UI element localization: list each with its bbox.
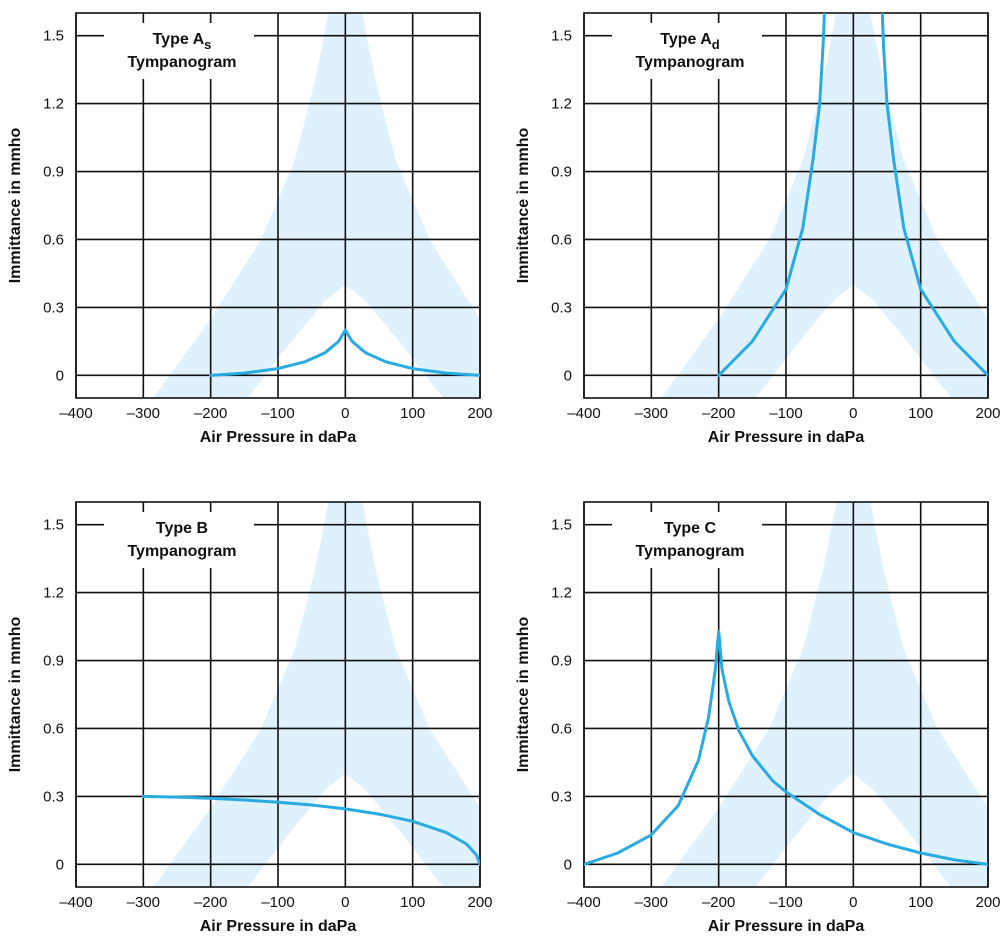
x-tick-label: –100: [769, 405, 802, 422]
panel-title-subscript: s: [204, 37, 211, 52]
y-tick-label: 0: [56, 367, 64, 384]
y-axis-label: Immittance in mmho: [515, 616, 532, 772]
y-tick-label: 0.3: [551, 299, 572, 316]
y-tick-label: 1.2: [43, 585, 64, 602]
x-axis-label: Air Pressure in daPa: [200, 918, 357, 935]
y-tick-label: 0: [564, 856, 572, 873]
title-background: [612, 512, 762, 568]
x-axis-label: Air Pressure in daPa: [200, 429, 357, 446]
plot-frame: [75, 12, 481, 399]
y-tick-label: 0.6: [43, 720, 64, 737]
panel-title-main: Type C: [664, 520, 717, 537]
panel-title-line1: Type Ad: [660, 31, 720, 52]
x-tick-label: –200: [702, 405, 735, 422]
y-tick-label: 1.5: [551, 28, 572, 45]
x-axis-label: Air Pressure in daPa: [708, 918, 865, 935]
panel-title-main: Type A: [660, 31, 712, 48]
x-tick-label: –300: [635, 894, 668, 911]
y-tick-label: 0.9: [551, 653, 572, 670]
y-axis-label: Immittance in mmho: [515, 127, 532, 283]
y-tick-label: 0.9: [551, 164, 572, 181]
y-tick-label: 1.5: [43, 517, 64, 534]
y-tick-label: 1.2: [551, 585, 572, 602]
panel-title-subscript: d: [712, 37, 720, 52]
y-tick-label: 0.3: [551, 788, 572, 805]
plot-frame: [75, 501, 481, 888]
x-tick-label: –400: [567, 405, 600, 422]
x-tick-label: 0: [341, 405, 349, 422]
y-tick-label: 1.2: [43, 96, 64, 113]
x-tick-label: 200: [975, 894, 1000, 911]
x-tick-label: 200: [467, 894, 492, 911]
x-tick-label: 100: [400, 894, 425, 911]
x-tick-label: 0: [849, 894, 857, 911]
tympanogram-curve: [717, 13, 826, 377]
panel-title-line2: Tympanogram: [127, 54, 236, 71]
panel-title-line1: Type C: [664, 520, 717, 537]
tympanogram-curve: [141, 794, 480, 866]
x-tick-label: 0: [341, 894, 349, 911]
plot-frame: [583, 12, 989, 399]
y-tick-label: 0.3: [43, 299, 64, 316]
panel-title-line2: Tympanogram: [635, 54, 744, 71]
normal-range-band: [153, 13, 480, 398]
x-axis-label: Air Pressure in daPa: [708, 429, 865, 446]
panel-title-line1: Type As: [153, 31, 212, 52]
x-tick-label: –400: [59, 405, 92, 422]
panel-title-line2: Tympanogram: [127, 543, 236, 560]
y-tick-label: 0.6: [551, 720, 572, 737]
chart-panel-2: –400 –300 –200 –100 0 100 200 1.5 1.2 0.9 0.6 0.3 0 A…: [515, 12, 1001, 446]
x-tick-label: 0: [849, 405, 857, 422]
y-tick-label: 0: [564, 367, 572, 384]
x-tick-label: –100: [769, 894, 802, 911]
y-tick-label: 0.9: [43, 653, 64, 670]
x-tick-label: –100: [261, 894, 294, 911]
y-tick-label: 0.3: [43, 788, 64, 805]
tympanogram-curve: [584, 629, 988, 866]
x-tick-label: 100: [908, 894, 933, 911]
x-tick-label: 100: [400, 405, 425, 422]
title-background: [104, 23, 254, 79]
x-tick-label: 100: [908, 405, 933, 422]
y-tick-label: 1.5: [551, 517, 572, 534]
panel-title-line1: Type B: [156, 520, 208, 537]
x-tick-label: –300: [127, 405, 160, 422]
x-tick-label: –300: [127, 894, 160, 911]
chart-panel-3: –400 –300 –200 –100 0 100 200 1.5 1.2 0.9 0.6 0.3 0 A…: [7, 501, 493, 935]
x-tick-label: –100: [261, 405, 294, 422]
x-tick-label: –200: [702, 894, 735, 911]
y-axis-label: Immittance in mmho: [7, 127, 24, 283]
x-tick-label: –200: [194, 894, 227, 911]
title-background: [104, 512, 254, 568]
y-axis-label: Immittance in mmho: [7, 616, 24, 772]
x-tick-label: 200: [975, 405, 1000, 422]
y-tick-label: 0: [56, 856, 64, 873]
x-tick-label: –400: [59, 894, 92, 911]
y-tick-label: 1.5: [43, 28, 64, 45]
plot-frame: [583, 501, 989, 888]
x-tick-label: –300: [635, 405, 668, 422]
x-tick-label: 200: [467, 405, 492, 422]
normal-range-band: [661, 13, 988, 398]
y-tick-label: 0.6: [43, 231, 64, 248]
y-tick-label: 0.9: [43, 164, 64, 181]
panel-title-main: Type A: [153, 31, 205, 48]
chart-panel-1: –400 –300 –200 –100 0 100 200 1.5 1.2 0.9 0.6 0.3 0 A…: [7, 12, 493, 446]
tympanogram-curve: [209, 328, 480, 377]
tympanogram-curve: [880, 13, 988, 377]
title-background: [612, 23, 762, 79]
panel-title-main: Type B: [156, 520, 208, 537]
normal-range-band: [153, 502, 480, 887]
panel-title-line2: Tympanogram: [635, 543, 744, 560]
normal-range-band: [661, 502, 988, 887]
x-tick-label: –400: [567, 894, 600, 911]
chart-panel-4: –400 –300 –200 –100 0 100 200 1.5 1.2 0.9 0.6 0.3 0 A…: [515, 501, 1001, 935]
y-tick-label: 0.6: [551, 231, 572, 248]
y-tick-label: 1.2: [551, 96, 572, 113]
x-tick-label: –200: [194, 405, 227, 422]
